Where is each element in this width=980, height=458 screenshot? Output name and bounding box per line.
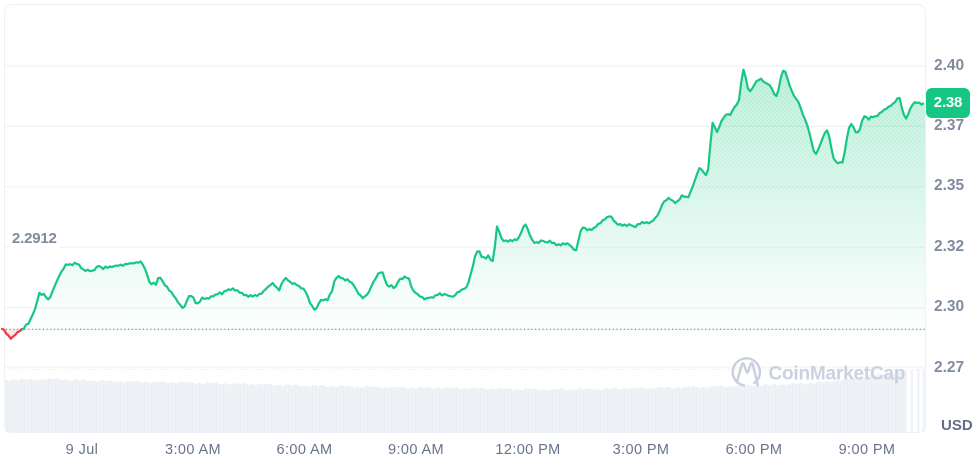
svg-text:CoinMarketCap: CoinMarketCap [769,364,906,385]
